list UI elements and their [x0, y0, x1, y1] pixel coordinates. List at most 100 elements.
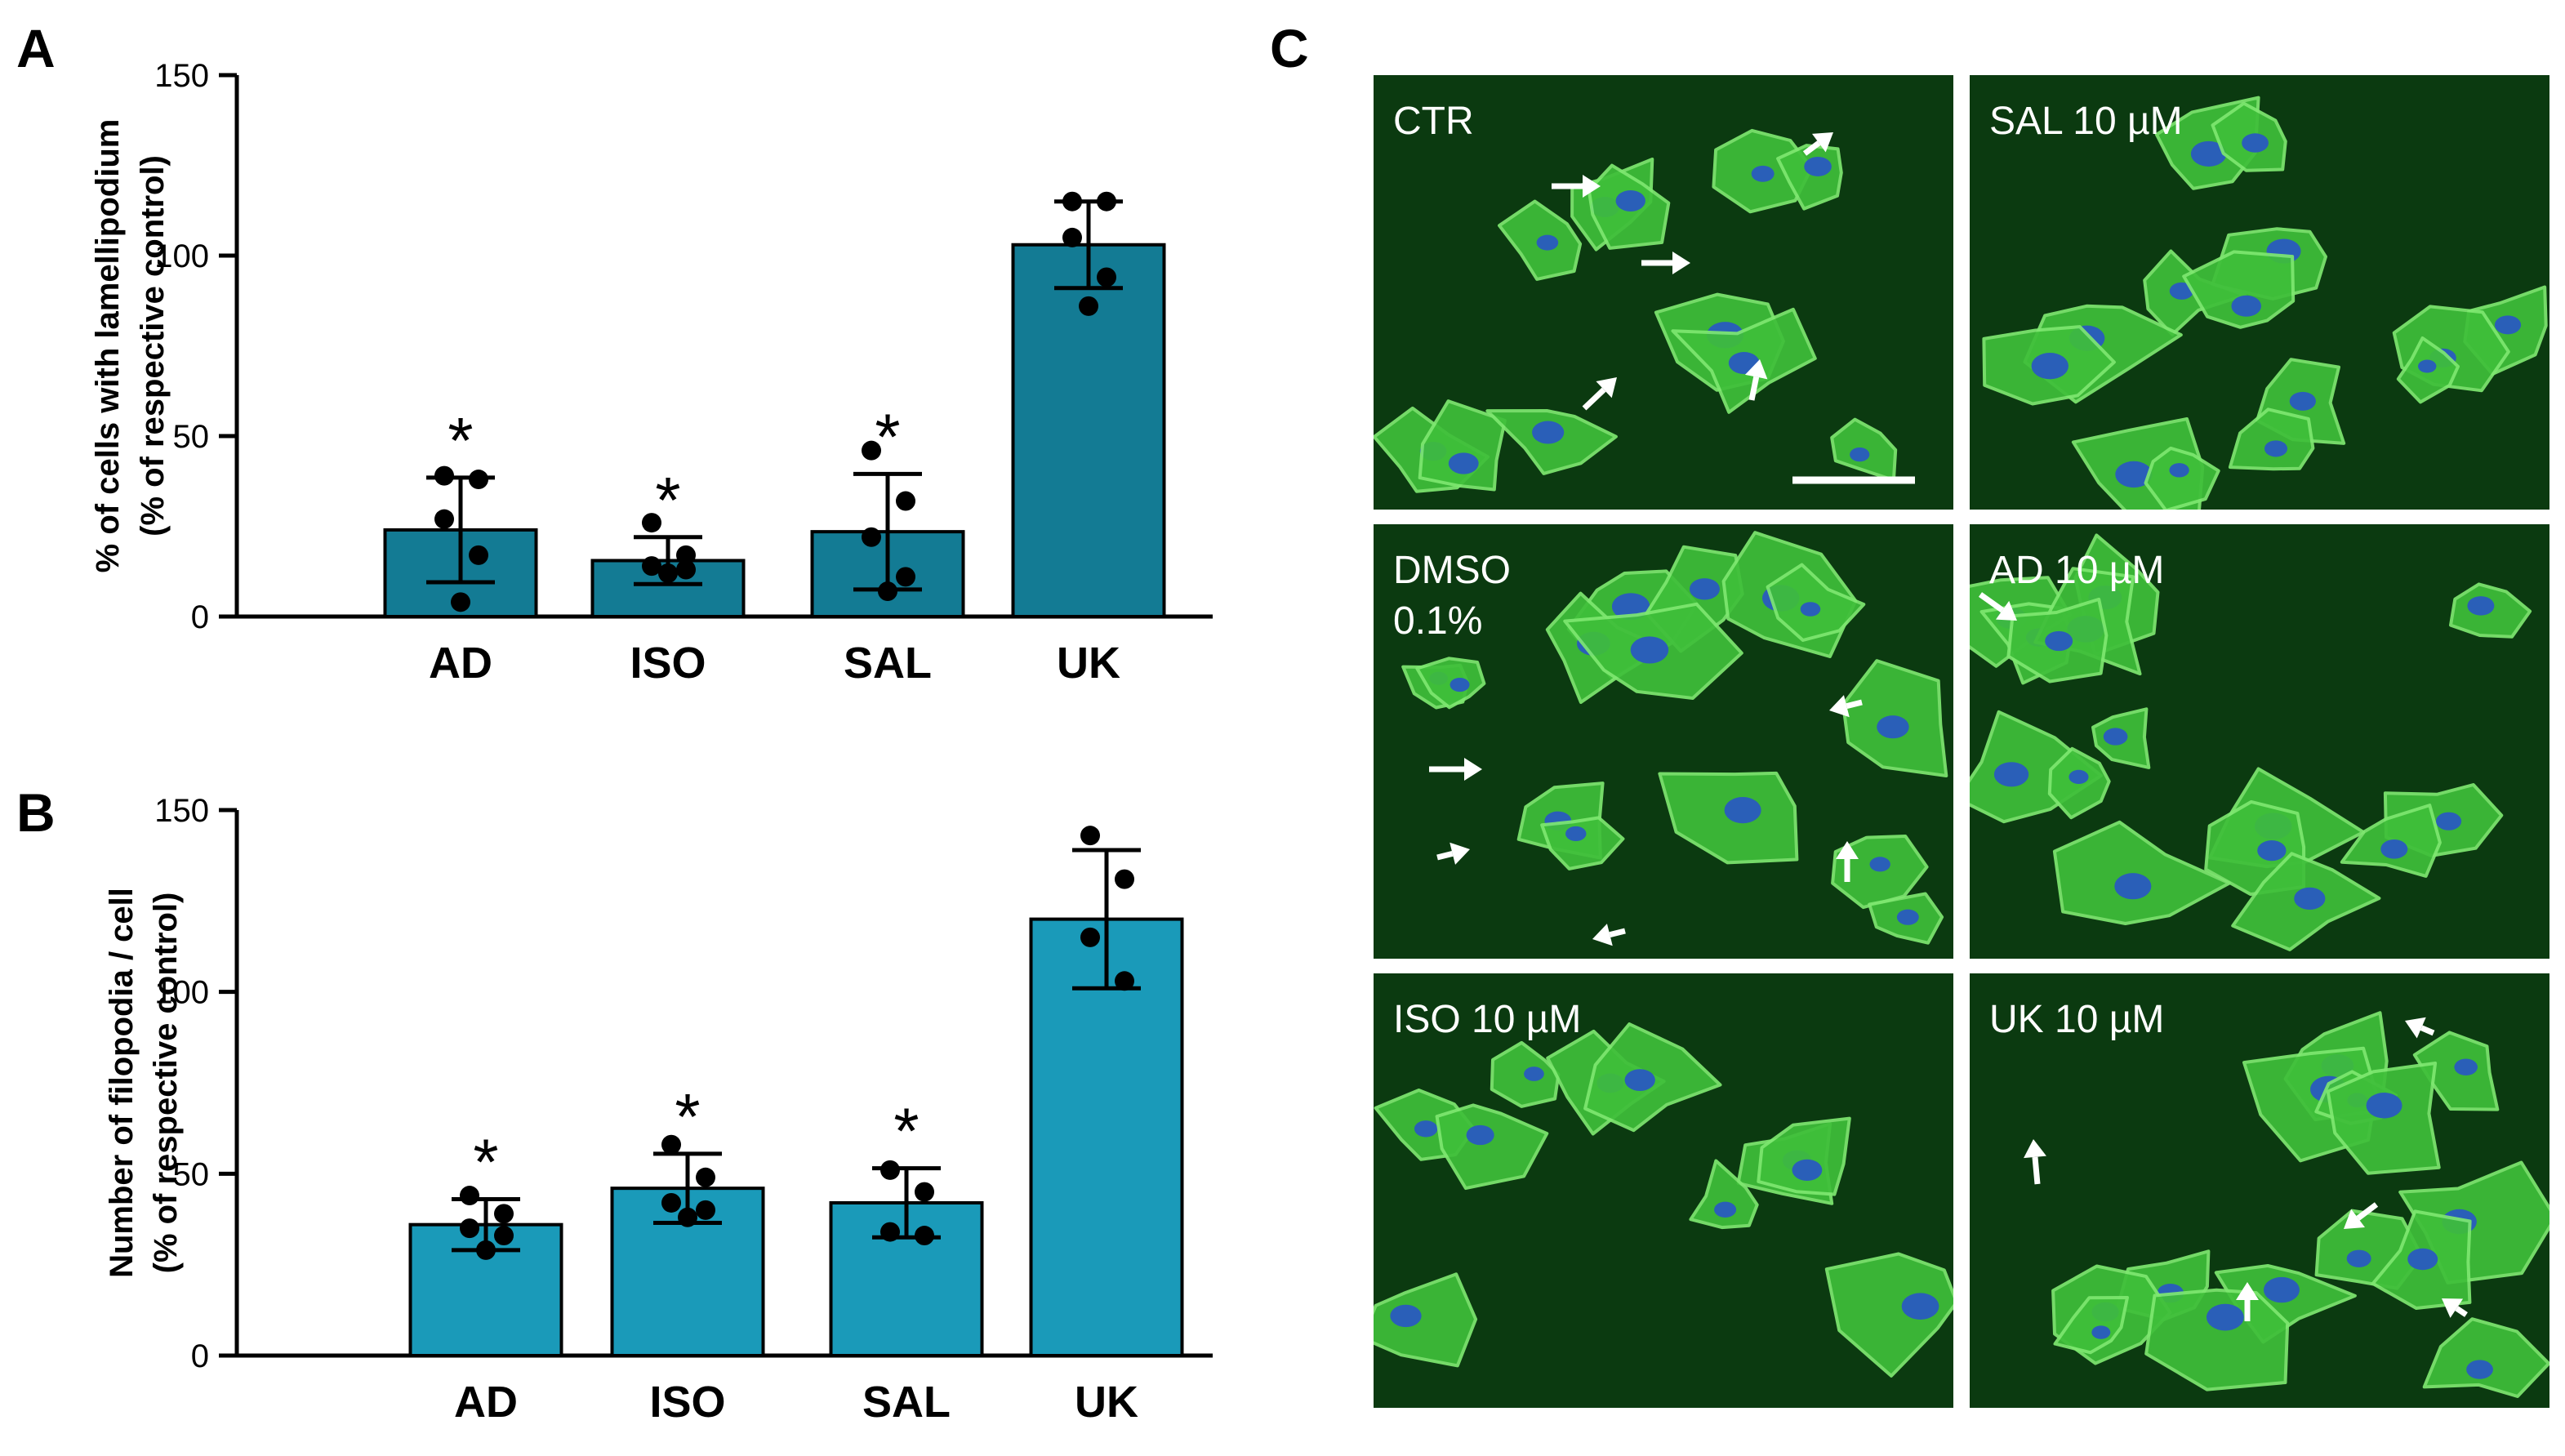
- arrowhead: [1995, 600, 2017, 621]
- data-point: [460, 1218, 479, 1239]
- arrowhead: [1449, 842, 1470, 865]
- nucleus: [2045, 630, 2073, 652]
- data-point: [494, 1204, 514, 1224]
- bar-iso: [610, 1187, 765, 1357]
- nucleus: [2454, 1058, 2478, 1075]
- nucleus: [2294, 887, 2326, 910]
- data-point: [658, 563, 678, 583]
- arrow: [1609, 928, 1626, 938]
- data-point: [494, 1226, 514, 1246]
- nucleus: [2068, 769, 2089, 785]
- nucleus: [1449, 677, 1470, 692]
- y-tick-label: 50: [173, 1156, 210, 1192]
- data-point: [469, 545, 488, 565]
- data-point: [476, 1240, 496, 1260]
- nucleus: [2467, 596, 2495, 616]
- category-label: SAL: [862, 1378, 951, 1427]
- micrograph-label: DMSO: [1393, 549, 1511, 592]
- arrow: [2420, 1025, 2435, 1036]
- arrow: [2455, 1306, 2468, 1317]
- cell: [1757, 1116, 1851, 1196]
- cell: [2422, 1317, 2549, 1398]
- nucleus: [1630, 636, 1669, 664]
- y-tick-label: 150: [154, 58, 209, 94]
- nucleus: [1414, 1120, 1438, 1138]
- nucleus: [2231, 295, 2261, 317]
- data-point: [878, 581, 897, 602]
- panel-letter-a: A: [16, 18, 56, 78]
- y-tick-label: 100: [154, 975, 209, 1011]
- cell: [2144, 446, 2220, 510]
- y-tick-label: 150: [154, 793, 209, 829]
- arrowhead: [1464, 758, 1482, 781]
- nucleus: [2466, 1360, 2493, 1379]
- data-point: [1080, 826, 1100, 846]
- significance-star: *: [675, 1080, 700, 1153]
- data-point: [1062, 227, 1082, 247]
- arrowhead: [2405, 1017, 2426, 1039]
- nucleus: [1792, 1159, 1823, 1182]
- cell: [1824, 1252, 1953, 1378]
- chart-a-lamellipodium: 0 50 100 150 % of cells with lamellipodium (%…: [90, 58, 1213, 688]
- cell: [2228, 407, 2315, 471]
- cell: [1374, 1272, 1478, 1368]
- arrowhead: [2442, 1298, 2464, 1318]
- data-point: [1080, 927, 1100, 947]
- data-point: [434, 465, 454, 486]
- micrograph-dmso: DMSO 0.1%: [1374, 524, 1953, 959]
- nucleus: [1448, 452, 1479, 474]
- data-point: [896, 567, 915, 587]
- nucleus: [1689, 578, 1720, 600]
- data-point: [1079, 296, 1098, 316]
- nucleus: [2103, 728, 2128, 746]
- nucleus: [2114, 873, 2152, 900]
- data-point: [880, 1160, 900, 1180]
- cell: [1540, 816, 1625, 870]
- arrowhead: [2236, 1282, 2259, 1300]
- significance-star: *: [655, 464, 680, 537]
- arrowhead: [1583, 175, 1601, 198]
- nucleus: [1901, 1293, 1939, 1320]
- category-label: UK: [1057, 639, 1120, 688]
- category-label: AD: [429, 639, 492, 688]
- nucleus: [2407, 1248, 2438, 1271]
- arrowhead: [1592, 924, 1613, 946]
- data-point: [915, 1182, 934, 1202]
- data-point: [451, 592, 470, 612]
- arrow: [1436, 850, 1454, 861]
- y-tick-label: 100: [154, 238, 209, 274]
- nucleus: [2257, 840, 2287, 862]
- category-label: AD: [454, 1378, 518, 1427]
- bar-uk: [1029, 917, 1184, 1357]
- nucleus: [1869, 857, 1890, 872]
- cell: [2182, 250, 2296, 329]
- data-point: [1097, 267, 1116, 287]
- data-point: [469, 470, 488, 490]
- y-axis-label-line2: (% of respective control): [148, 893, 184, 1274]
- panel-letter-c: C: [1270, 18, 1309, 78]
- y-axis-label: % of cells with lamellipodium: [90, 119, 126, 573]
- y-axis-label: Number of filopodia / cell: [104, 888, 140, 1278]
- micrograph-label: AD 10 µM: [1989, 549, 2164, 592]
- cell: [1689, 1159, 1759, 1230]
- arrow: [2032, 1156, 2041, 1185]
- arrowhead: [1744, 359, 1768, 380]
- nucleus: [1714, 1201, 1737, 1218]
- arrow: [1802, 140, 1821, 156]
- chart-b-filopodia: 0 50 100 150 Number of filopodia / cell (% of…: [104, 793, 1213, 1427]
- nucleus: [1800, 602, 1821, 617]
- nucleus: [1724, 797, 1761, 824]
- data-point: [896, 491, 915, 511]
- y-tick-label: 0: [191, 1338, 209, 1374]
- y-axis-label-line2: (% of respective control): [135, 155, 171, 537]
- data-point: [1062, 191, 1082, 211]
- nucleus: [2494, 315, 2522, 335]
- category-label: ISO: [649, 1378, 725, 1427]
- y-tick-label: 50: [173, 419, 210, 455]
- significance-star: *: [448, 404, 473, 477]
- arrow: [2356, 1202, 2379, 1221]
- data-point: [460, 1186, 479, 1206]
- nucleus: [2264, 440, 2288, 457]
- arrow: [1582, 387, 1606, 411]
